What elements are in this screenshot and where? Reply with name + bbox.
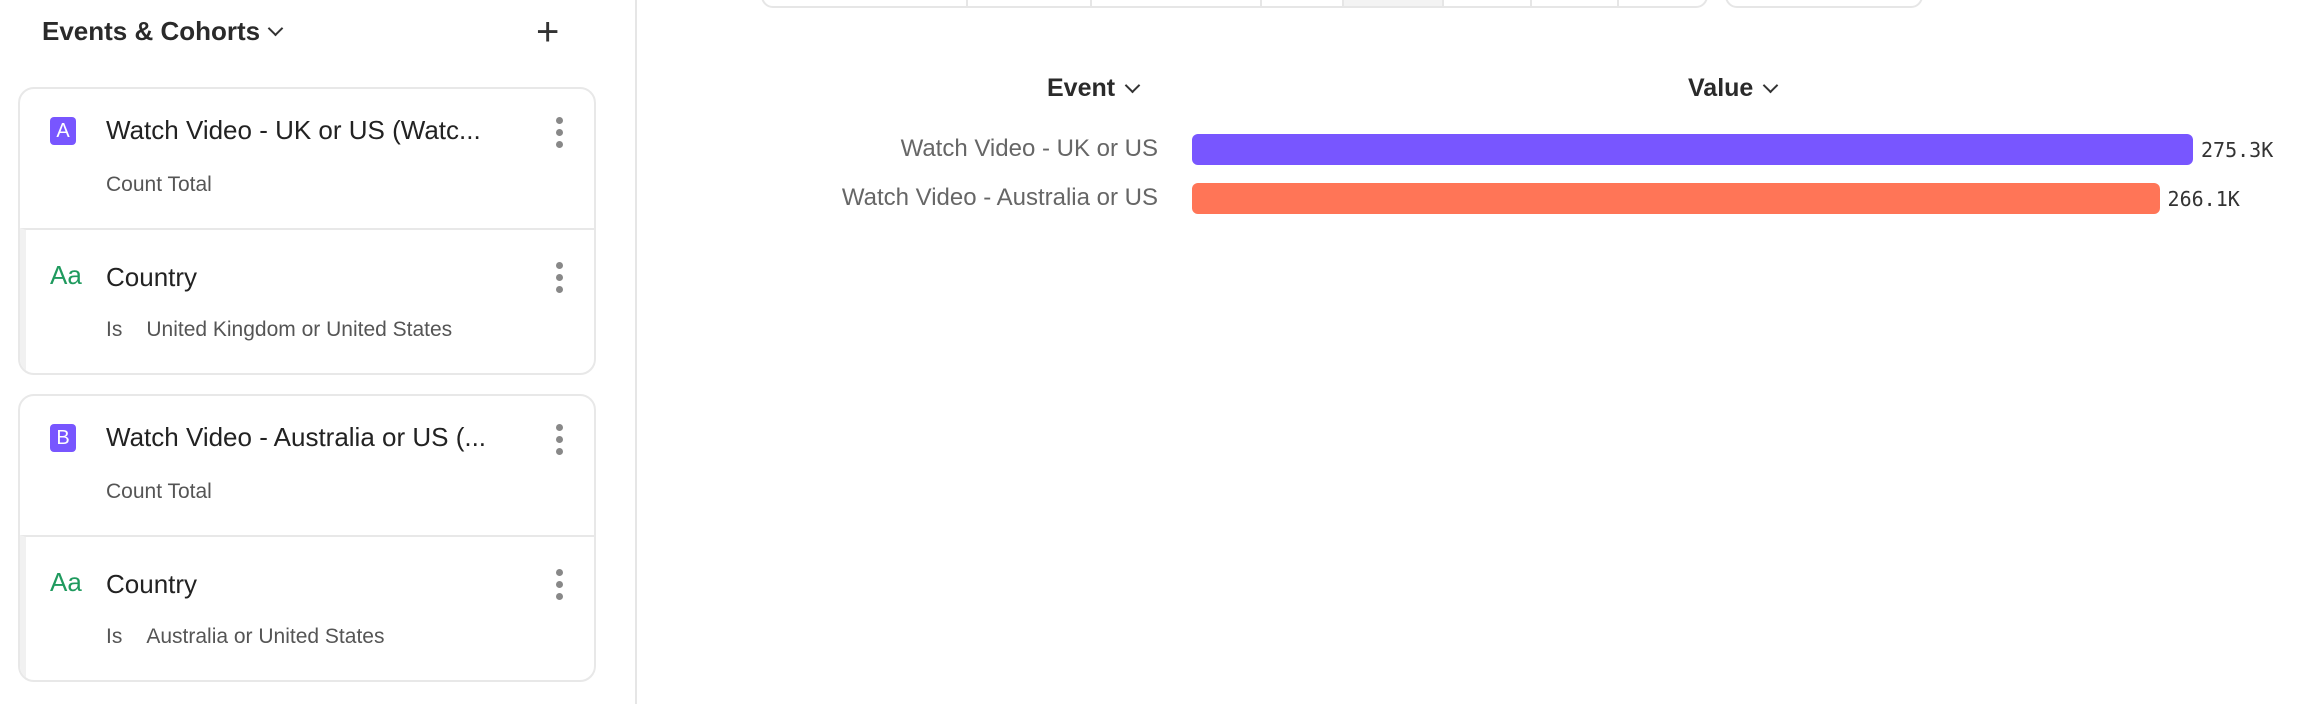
events-cohorts-dropdown[interactable]: Events & Cohorts	[42, 16, 284, 47]
event-row[interactable]: B Watch Video - Australia or US (... Cou…	[20, 396, 594, 535]
filter-condition[interactable]: Is United Kingdom or United States	[106, 318, 452, 342]
filter-row[interactable]: Aa Country Is Australia or United States	[20, 535, 594, 680]
event-name[interactable]: Watch Video - Australia or US (...	[106, 422, 487, 452]
toolbar-segment[interactable]	[1090, 0, 1092, 6]
toolbar-segment-selected[interactable]	[1342, 0, 1444, 6]
plus-icon[interactable]: +	[536, 10, 560, 54]
event-measure[interactable]: Count Total	[106, 480, 212, 503]
chevron-down-icon	[267, 20, 284, 37]
toolbar-segment[interactable]	[966, 0, 968, 6]
filter-condition[interactable]: Is Australia or United States	[106, 625, 384, 649]
value-column-header[interactable]: Value	[1688, 74, 1779, 103]
date-range-toolbar	[761, 0, 1708, 8]
bar[interactable]	[1192, 134, 2193, 165]
filter-operator: Is	[106, 625, 123, 648]
event-name[interactable]: Watch Video - UK or US (Watc...	[106, 115, 481, 145]
event-header-label: Event	[1047, 74, 1116, 102]
filter-property[interactable]: Country	[106, 569, 198, 599]
bar-value-label: 266.1K	[2167, 187, 2240, 211]
event-measure[interactable]: Count Total	[106, 173, 212, 196]
bar[interactable]	[1192, 183, 2160, 214]
toolbar-segment[interactable]	[1530, 0, 1532, 6]
toolbar-segment[interactable]	[1442, 0, 1444, 6]
filter-value: United Kingdom or United States	[146, 318, 453, 341]
event-badge: B	[50, 424, 76, 452]
event-row[interactable]: A Watch Video - UK or US (Watc... Count …	[20, 89, 594, 228]
text-property-icon: Aa	[50, 260, 82, 290]
chevron-down-icon	[1124, 77, 1141, 94]
more-options-icon[interactable]	[556, 424, 564, 455]
bar-label: Watch Video - UK or US	[900, 135, 1158, 162]
filter-operator: Is	[106, 318, 123, 341]
filter-property[interactable]: Country	[106, 262, 198, 292]
panel-title: Events & Cohorts	[42, 16, 261, 46]
value-header-label: Value	[1688, 74, 1754, 102]
chevron-down-icon	[1763, 77, 1779, 94]
compare-button[interactable]	[1725, 0, 1923, 8]
event-card-b: B Watch Video - Australia or US (... Cou…	[18, 394, 596, 682]
bar-value-label: 275.3K	[2201, 138, 2274, 162]
filter-value: Australia or United States	[146, 625, 385, 648]
more-options-icon[interactable]	[556, 569, 564, 600]
event-column-header[interactable]: Event	[1047, 74, 1141, 103]
more-options-icon[interactable]	[556, 117, 564, 148]
toolbar-segment[interactable]	[1617, 0, 1619, 6]
events-cohorts-panel: Events & Cohorts + A Watch Video - UK or…	[0, 0, 637, 704]
bar-label: Watch Video - Australia or US	[841, 184, 1158, 211]
text-property-icon: Aa	[50, 567, 82, 597]
toolbar-segment[interactable]	[1260, 0, 1262, 6]
filter-row[interactable]: Aa Country Is United Kingdom or United St…	[20, 228, 594, 373]
event-badge: A	[50, 117, 76, 145]
more-options-icon[interactable]	[556, 262, 564, 293]
event-card-a: A Watch Video - UK or US (Watc... Count …	[18, 87, 596, 375]
